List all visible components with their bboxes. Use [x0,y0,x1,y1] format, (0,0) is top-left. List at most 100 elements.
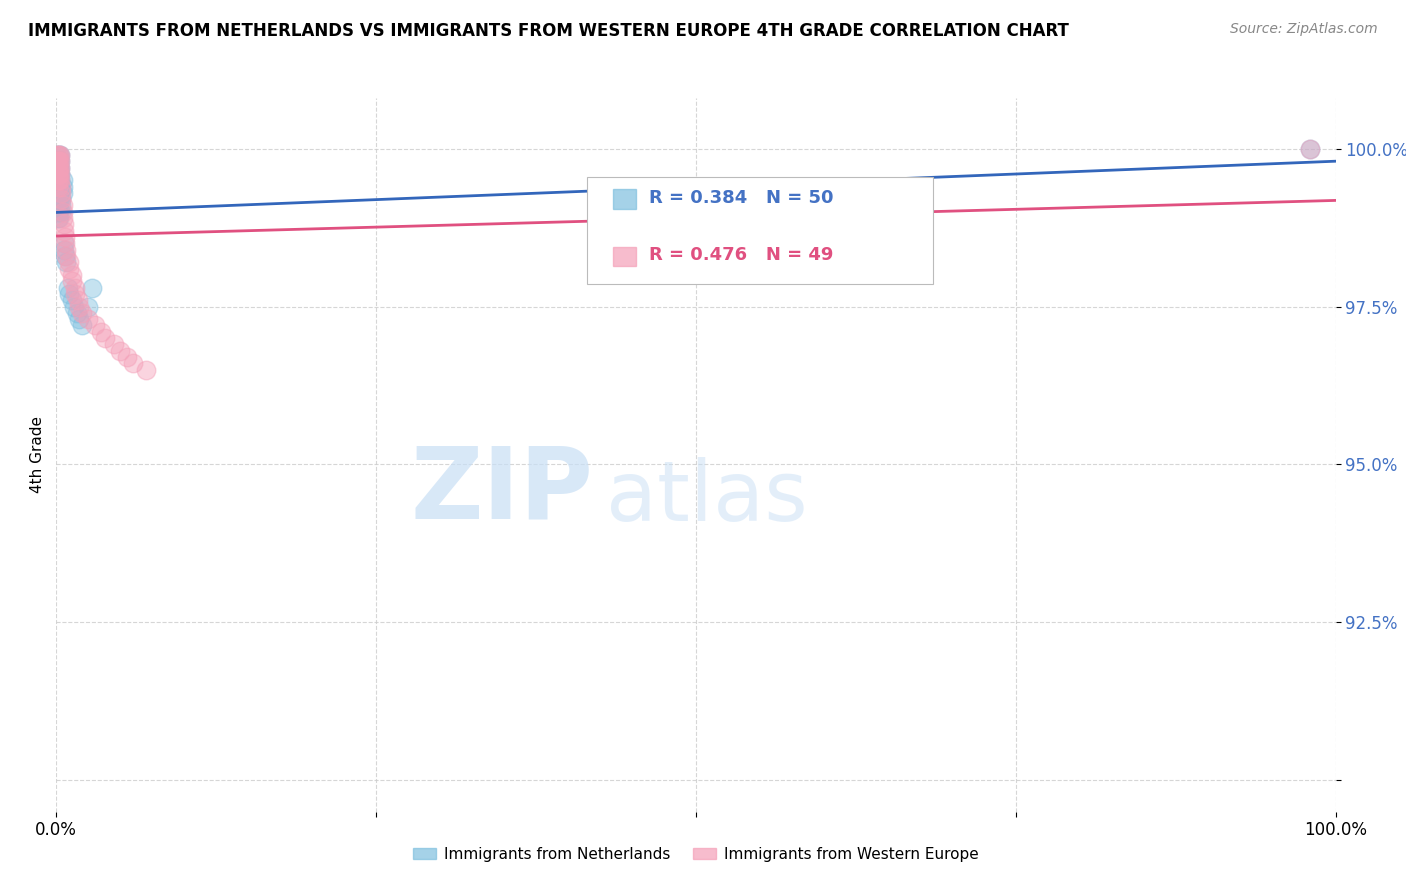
Point [49,148,72,162]
Point [90,325,112,339]
Point [65,286,87,301]
Text: Source: ZipAtlas.com: Source: ZipAtlas.com [1230,22,1378,37]
Y-axis label: 4th Grade: 4th Grade [30,417,45,493]
Point [80,280,103,294]
Bar [613,246,636,266]
Point [46,154,69,169]
Point [46,167,69,181]
Point [1299,142,1322,156]
Point [46,186,69,200]
Point [52,218,75,232]
Point [51,192,73,206]
Point [53,236,76,251]
Point [51,198,73,212]
Legend: Immigrants from Netherlands, Immigrants from Western Europe: Immigrants from Netherlands, Immigrants … [408,841,984,868]
Point [49,173,72,187]
Point [48,154,70,169]
Point [52,198,75,212]
Point [67,312,90,326]
Point [1299,142,1322,156]
Point [48,167,70,181]
Point [51,179,73,194]
Point [49,167,72,181]
Point [45,154,67,169]
Point [52,211,75,226]
Point [135,362,157,376]
Text: ZIP: ZIP [411,442,593,539]
Point [94,331,117,345]
Point [46,161,69,175]
Point [48,204,70,219]
Point [49,148,72,162]
Point [55,249,77,263]
Point [46,198,69,212]
Point [46,192,69,206]
Point [70,318,93,333]
Point [66,293,89,308]
Point [52,173,75,187]
FancyBboxPatch shape [588,177,932,284]
Point [45,154,67,169]
Text: R = 0.384   N = 50: R = 0.384 N = 50 [648,189,834,207]
Point [63,300,86,314]
Point [46,173,69,187]
Point [58,286,80,301]
Point [48,192,70,206]
Point [48,173,70,187]
Point [48,211,70,226]
Point [49,154,72,169]
Point [66,306,89,320]
Point [52,204,75,219]
Point [53,249,76,263]
Point [48,167,70,181]
Point [60,274,83,288]
Point [46,161,69,175]
Point [53,230,76,244]
Point [46,154,69,169]
Point [49,186,72,200]
Point [58,255,80,269]
Point [48,173,70,187]
Point [52,243,75,257]
Point [46,204,69,219]
Point [45,148,67,162]
Point [48,154,70,169]
Point [49,161,72,175]
Text: IMMIGRANTS FROM NETHERLANDS VS IMMIGRANTS FROM WESTERN EUROPE 4TH GRADE CORRELAT: IMMIGRANTS FROM NETHERLANDS VS IMMIGRANT… [28,22,1069,40]
Point [49,161,72,175]
Point [55,243,77,257]
Point [56,280,79,294]
Point [46,179,69,194]
Point [52,224,75,238]
Bar [613,189,636,209]
Point [51,186,73,200]
Point [51,192,73,206]
Point [48,161,70,175]
Point [60,293,83,308]
Point [52,236,75,251]
Point [49,173,72,187]
Point [48,148,70,162]
Point [49,167,72,181]
Point [58,261,80,276]
Point [83,318,105,333]
Point [46,211,69,226]
Point [48,186,70,200]
Point [46,148,69,162]
Point [48,148,70,162]
Point [48,198,70,212]
Point [45,148,67,162]
Point [103,337,125,351]
Point [110,343,132,358]
Point [70,306,93,320]
Point [67,300,90,314]
Point [52,186,75,200]
Point [48,161,70,175]
Point [77,300,100,314]
Point [122,356,145,370]
Point [65,280,87,294]
Point [51,204,73,219]
Text: atlas: atlas [606,458,808,538]
Point [49,179,72,194]
Point [60,268,83,282]
